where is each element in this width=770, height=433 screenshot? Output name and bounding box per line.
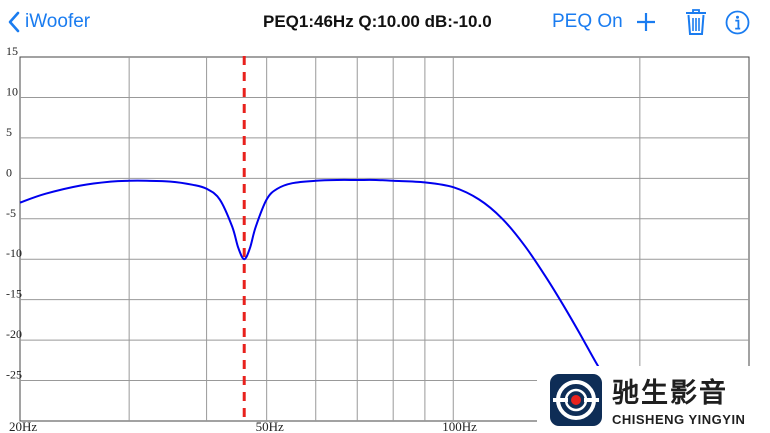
grid-lines <box>20 57 749 421</box>
y-tick-label: 0 <box>6 165 12 179</box>
back-button-label: iWoofer <box>25 11 91 32</box>
y-tick-label: -5 <box>6 206 16 220</box>
x-axis-labels: 20Hz 50Hz 100Hz <box>9 419 477 433</box>
peq-on-button[interactable]: PEQ On <box>552 11 623 32</box>
peq-status-title: PEQ1:46Hz Q:10.00 dB:-10.0 <box>263 12 492 31</box>
x-tick-label: 100Hz <box>442 419 477 433</box>
x-tick-label: 20Hz <box>9 419 37 433</box>
y-tick-label: 15 <box>6 46 18 58</box>
y-axis-labels: 15 10 5 0 -5 -10 -15 -20 -25 <box>6 46 22 382</box>
navigation-bar: iWoofer PEQ1:46Hz Q:10.00 dB:-10.0 PEQ O… <box>0 0 770 46</box>
plot-series <box>19 56 613 421</box>
y-tick-label: 5 <box>6 125 12 139</box>
back-button[interactable]: iWoofer <box>8 8 90 36</box>
watermark-title: 驰生影音 <box>612 378 728 408</box>
y-tick-label: -25 <box>6 368 22 382</box>
trash-icon[interactable] <box>685 8 707 36</box>
chevron-left-icon <box>8 11 20 33</box>
y-tick-label: 10 <box>6 84 18 98</box>
x-tick-label: 50Hz <box>256 419 284 433</box>
y-tick-label: -10 <box>6 246 22 260</box>
y-tick-label: -15 <box>6 287 22 301</box>
plus-icon[interactable] <box>636 12 656 32</box>
plot-area <box>19 56 750 422</box>
frequency-response-chart: 15 10 5 0 -5 -10 -15 -20 -25 20Hz 50Hz 100Hz <box>6 46 750 433</box>
y-tick-label: -20 <box>6 327 22 341</box>
info-icon[interactable] <box>725 10 750 35</box>
watermark-text: 驰生影音 CHISHENG YINGYIN <box>612 371 745 427</box>
frequency-response-curve <box>19 178 613 390</box>
watermark-subtitle: CHISHENG YINGYIN <box>612 412 746 427</box>
chisheng-logo-icon <box>550 374 602 426</box>
